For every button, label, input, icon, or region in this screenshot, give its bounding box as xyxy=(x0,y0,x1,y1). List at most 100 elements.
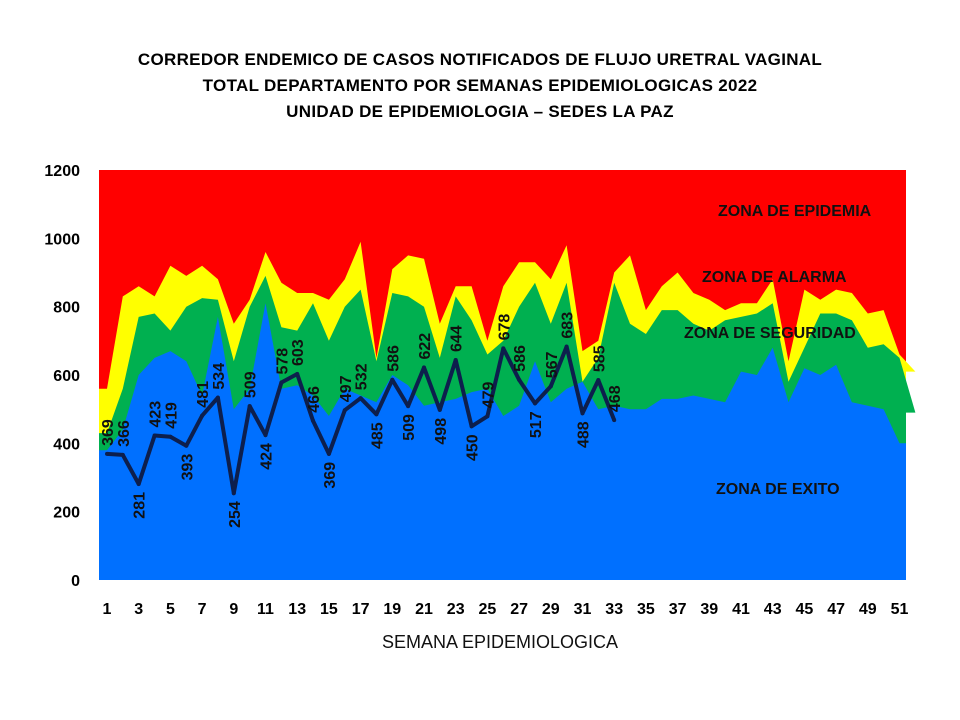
data-label: 603 xyxy=(290,339,307,366)
x-tick-label: 5 xyxy=(166,601,175,618)
casos-2022-point xyxy=(184,443,189,448)
x-tick-label: 31 xyxy=(574,601,592,618)
x-tick-label: 45 xyxy=(796,601,814,618)
y-tick-label: 1200 xyxy=(44,163,80,180)
data-label: 532 xyxy=(354,363,371,390)
casos-2022-point xyxy=(453,358,458,362)
casos-2022-point xyxy=(422,365,426,370)
zona-alarma-label: ZONA DE ALARMA xyxy=(702,269,847,286)
x-tick-label: 25 xyxy=(479,601,497,618)
data-label: 678 xyxy=(496,314,513,341)
data-label: 488 xyxy=(576,421,593,448)
casos-2022-point xyxy=(437,407,442,412)
casos-2022-point xyxy=(342,408,347,413)
x-tick-label: 19 xyxy=(383,601,401,618)
data-label: 254 xyxy=(227,501,244,528)
data-label: 424 xyxy=(259,443,276,470)
chart-title-line-2: TOTAL DEPARTAMENTO POR SEMANAS EPIDEMIOL… xyxy=(202,76,758,95)
x-tick-label: 39 xyxy=(700,601,718,618)
x-tick-label: 29 xyxy=(542,601,560,618)
data-label: 481 xyxy=(195,381,212,408)
casos-2022-point xyxy=(295,372,300,376)
data-label: 485 xyxy=(369,422,386,449)
data-label: 509 xyxy=(401,414,418,441)
zona-exito-label: ZONA DE EXITO xyxy=(716,481,840,498)
data-label: 468 xyxy=(607,385,624,412)
x-tick-label: 47 xyxy=(827,601,845,618)
casos-2022-point xyxy=(263,433,268,438)
casos-2022-point xyxy=(374,412,379,417)
x-tick-label: 21 xyxy=(415,601,433,618)
y-tick-label: 600 xyxy=(53,368,80,385)
data-label: 423 xyxy=(148,401,165,428)
x-tick-label: 11 xyxy=(257,601,274,618)
casos-2022-point xyxy=(596,378,601,383)
casos-2022-point xyxy=(469,424,474,429)
casos-2022-point xyxy=(390,377,395,382)
data-label: 450 xyxy=(465,434,482,461)
data-label: 644 xyxy=(449,325,466,352)
casos-2022-point xyxy=(120,452,125,457)
casos-2022-point xyxy=(612,418,617,423)
data-label: 585 xyxy=(591,345,608,372)
data-label: 509 xyxy=(243,371,260,398)
casos-2022-point xyxy=(136,482,141,486)
casos-2022-point xyxy=(215,395,220,400)
y-tick-label: 200 xyxy=(53,505,80,522)
zona-seguridad-label: ZONA DE SEGURIDAD xyxy=(684,325,856,342)
casos-2022-point xyxy=(485,414,490,419)
x-tick-label: 27 xyxy=(510,601,528,618)
casos-2022-point xyxy=(358,396,363,401)
x-tick-label: 9 xyxy=(229,601,238,618)
data-label: 567 xyxy=(544,352,561,379)
x-tick-label: 3 xyxy=(134,601,143,618)
casos-2022-point xyxy=(406,404,411,409)
data-label: 369 xyxy=(100,419,117,446)
x-axis-title: SEMANA EPIDEMIOLOGICA xyxy=(381,632,619,652)
chart-title-line-3: UNIDAD DE EPIDEMIOLOGIA – SEDES LA PAZ xyxy=(286,102,674,121)
data-label: 578 xyxy=(274,348,291,375)
data-label: 281 xyxy=(132,492,149,519)
casos-2022-point xyxy=(580,411,585,416)
y-tick-label: 0 xyxy=(71,573,80,590)
data-label: 534 xyxy=(211,363,228,390)
casos-2022-point xyxy=(326,451,331,456)
casos-2022-point xyxy=(231,491,236,496)
data-label: 366 xyxy=(116,420,133,447)
x-tick-label: 51 xyxy=(891,601,909,618)
data-label: 393 xyxy=(179,454,196,481)
casos-2022-point xyxy=(548,384,553,389)
casos-2022-point xyxy=(311,418,315,423)
casos-2022-point xyxy=(168,434,173,439)
x-tick-label: 13 xyxy=(288,601,306,618)
x-tick-label: 35 xyxy=(637,601,655,618)
y-tick-label: 800 xyxy=(53,300,80,317)
x-tick-label: 33 xyxy=(605,601,623,618)
data-label: 466 xyxy=(306,386,323,413)
x-tick-label: 43 xyxy=(764,601,782,618)
casos-2022-point xyxy=(200,413,205,418)
casos-2022-point xyxy=(533,401,537,406)
x-tick-label: 7 xyxy=(198,601,207,618)
data-label: 419 xyxy=(163,402,180,429)
x-tick-label: 15 xyxy=(320,601,338,618)
casos-2022-point xyxy=(501,346,506,351)
x-tick-label: 41 xyxy=(732,601,750,618)
data-label: 498 xyxy=(433,418,450,445)
data-label: 369 xyxy=(322,462,339,489)
zona-exito-area xyxy=(99,303,916,580)
x-tick-label: 17 xyxy=(352,601,370,618)
data-label: 622 xyxy=(417,333,434,360)
x-tick-label: 1 xyxy=(103,601,112,618)
data-label: 586 xyxy=(385,345,402,372)
x-tick-label: 37 xyxy=(669,601,687,618)
zona-epidemia-label: ZONA DE EPIDEMIA xyxy=(718,203,872,220)
y-tick-label: 400 xyxy=(53,436,80,453)
casos-2022-point xyxy=(247,404,252,409)
data-label: 479 xyxy=(480,382,497,409)
casos-2022-point xyxy=(517,377,522,382)
x-tick-label: 49 xyxy=(859,601,877,618)
data-label: 683 xyxy=(560,312,577,339)
chart-title-line-1: CORREDOR ENDEMICO DE CASOS NOTIFICADOS D… xyxy=(137,50,823,69)
data-label: 497 xyxy=(338,375,355,402)
